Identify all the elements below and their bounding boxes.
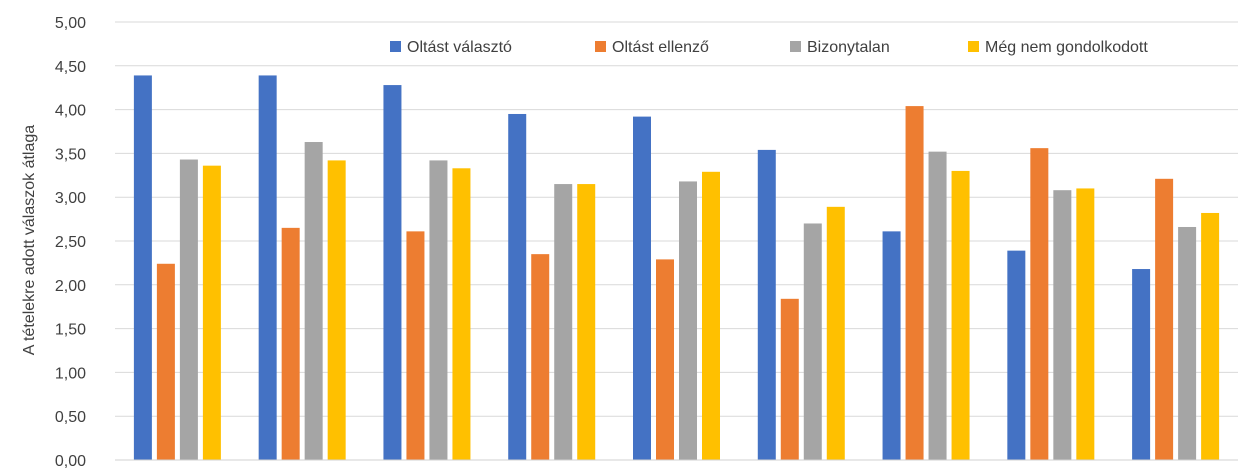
legend-swatch: [790, 41, 801, 52]
bar: [905, 106, 924, 460]
legend-swatch: [390, 41, 401, 52]
y-tick-label: 2,00: [55, 278, 86, 295]
bar: [633, 116, 651, 460]
y-tick-label: 1,50: [55, 322, 86, 339]
bar: [406, 231, 425, 460]
legend-label: Még nem gondolkodott: [985, 39, 1148, 56]
legend-label: Oltást ellenző: [612, 39, 709, 56]
bar: [951, 170, 970, 461]
y-tick-label: 0,50: [55, 409, 86, 426]
bar: [429, 160, 448, 460]
legend-label: Bizonytalan: [807, 39, 890, 56]
bar: [258, 75, 277, 460]
legend-label: Oltást választó: [407, 39, 512, 56]
y-tick-label: 3,50: [55, 146, 86, 163]
bar: [882, 231, 901, 460]
bar: [1178, 226, 1197, 460]
bar: [304, 142, 323, 460]
bar: [554, 184, 573, 460]
bar: [1007, 250, 1026, 460]
bar: [179, 159, 198, 461]
bar: [1201, 212, 1220, 460]
y-axis-title: A tételekre adott válaszok átlaga: [21, 125, 38, 355]
bar: [1030, 148, 1049, 461]
bar: [531, 254, 550, 460]
bar: [133, 75, 152, 460]
bar: [1132, 269, 1151, 460]
y-tick-label: 4,00: [55, 103, 86, 120]
bar: [577, 184, 596, 460]
bar: [1155, 178, 1174, 460]
bar: [656, 259, 674, 460]
bar: [928, 151, 947, 460]
bar: [826, 206, 845, 460]
legend-swatch: [968, 41, 979, 52]
bar: [757, 149, 776, 460]
bar: [803, 223, 822, 460]
y-tick-label: 1,00: [55, 365, 86, 382]
gridlines: [115, 21, 1238, 417]
y-tick-label: 4,50: [55, 59, 86, 76]
bar: [202, 165, 221, 460]
bar: [679, 181, 697, 460]
bar: [1076, 188, 1095, 460]
y-tick-labels: 0,00 0,50 1,00 1,50 2,00 2,50 3,00 3,50 4,00 4,50…: [55, 15, 86, 468]
bar: [508, 113, 527, 460]
bar: [156, 263, 175, 460]
bar: [281, 227, 300, 460]
y-tick-label: 2,50: [55, 234, 86, 251]
legend: Oltást választó Oltást ellenző Bizonytalan…: [390, 39, 1148, 56]
bar: [383, 85, 402, 461]
y-tick-label: 3,00: [55, 190, 86, 207]
legend-swatch: [595, 41, 606, 52]
bar: [452, 168, 471, 461]
bar: [327, 160, 346, 460]
bar: [1053, 190, 1072, 460]
bars: [133, 75, 1220, 461]
y-tick-label: 0,00: [55, 453, 86, 468]
bar: [780, 298, 799, 460]
bar: [702, 171, 720, 460]
y-tick-label: 5,00: [55, 15, 86, 32]
